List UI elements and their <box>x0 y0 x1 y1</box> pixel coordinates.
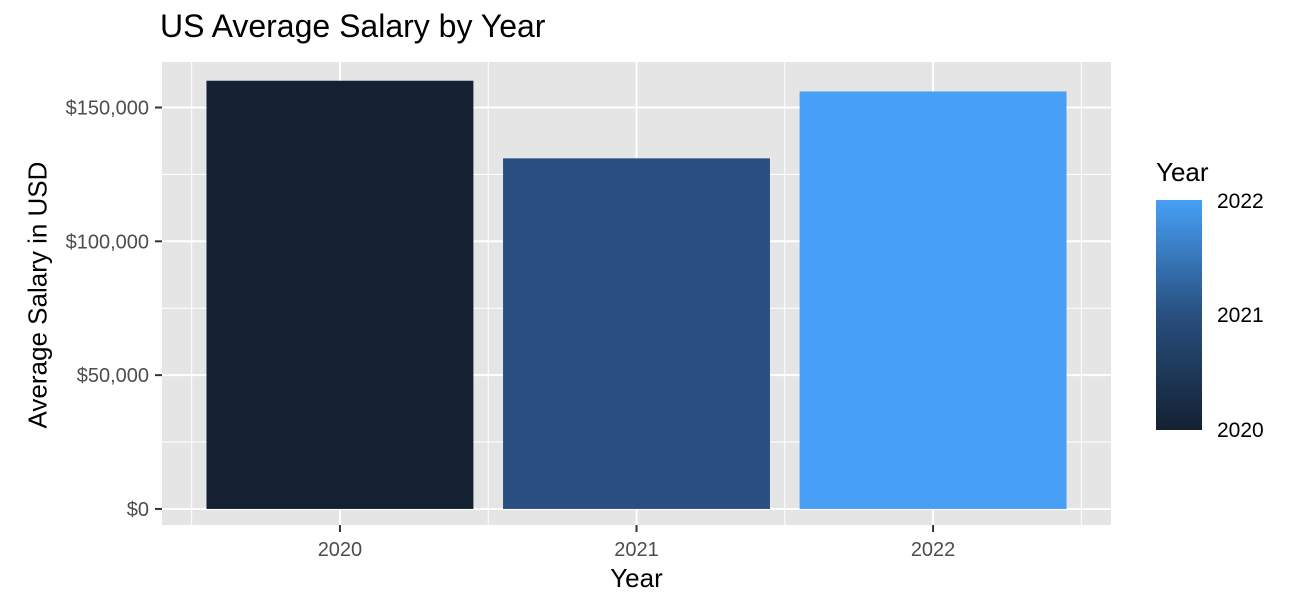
bar-2020 <box>206 80 474 509</box>
y-tick-label: $50,000 <box>77 365 149 387</box>
x-axis-title: Year <box>610 563 663 593</box>
bar-2022 <box>799 91 1067 509</box>
legend-title: Year <box>1156 157 1209 187</box>
chart-title: US Average Salary by Year <box>160 8 546 44</box>
y-tick-label: $150,000 <box>66 97 149 119</box>
x-tick-label: 2021 <box>614 539 659 561</box>
y-tick-label: $0 <box>127 499 149 521</box>
legend-colorbar <box>1156 200 1202 430</box>
y-axis-title: Average Salary in USD <box>22 161 53 429</box>
legend-label-2022: 2022 <box>1217 190 1264 213</box>
legend-label-2020: 2020 <box>1217 419 1264 442</box>
legend-label-2021: 2021 <box>1217 304 1264 327</box>
x-tick-label: 2020 <box>318 539 363 561</box>
x-tick-label: 2022 <box>911 539 956 561</box>
bar-2021 <box>503 158 770 509</box>
y-tick-label: $100,000 <box>66 231 149 253</box>
